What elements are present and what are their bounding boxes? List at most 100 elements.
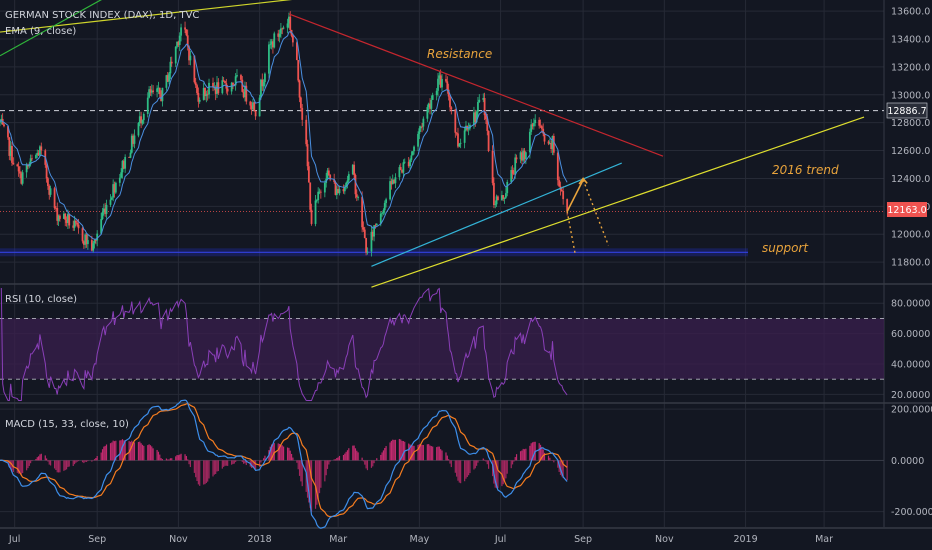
ema-series — [0, 30, 568, 240]
resistance-label: Resistance — [427, 47, 492, 61]
time-tick-label: May — [410, 534, 430, 545]
candle-body — [21, 172, 24, 184]
rsi-pane[interactable] — [0, 287, 884, 401]
candle-body — [36, 152, 39, 156]
candle-body — [194, 82, 197, 86]
time-tick-label: Nov — [655, 534, 674, 545]
candle-body — [118, 177, 121, 183]
last-price-text: 12163.0 — [887, 205, 926, 216]
candle-body — [342, 189, 345, 192]
candle-body — [224, 80, 226, 84]
candle-body — [383, 203, 386, 211]
candle-body — [268, 44, 270, 74]
candle-body — [530, 124, 533, 132]
candle-body — [156, 88, 158, 92]
candle-body — [491, 150, 494, 183]
candle-body — [129, 152, 132, 158]
candle-body — [113, 184, 116, 193]
candle-body — [547, 141, 550, 144]
candle-body — [102, 208, 105, 212]
candle-body — [438, 75, 441, 79]
candle-body — [287, 16, 290, 24]
ema-legend: EMA (9, close) — [5, 26, 76, 37]
candle-body — [105, 204, 108, 214]
candle-body — [357, 197, 360, 198]
candle-body — [262, 82, 265, 87]
candle-body — [512, 173, 515, 175]
candle-body — [93, 240, 96, 244]
candle-body — [121, 160, 124, 173]
candle-body — [413, 146, 415, 152]
candle-body — [454, 109, 457, 133]
candle-body — [475, 111, 478, 123]
candle-body — [522, 150, 525, 161]
support-label: support — [762, 241, 809, 255]
candle-body — [437, 78, 439, 91]
candle-body — [205, 93, 208, 97]
candle-body — [85, 234, 88, 245]
channel-line — [371, 162, 622, 267]
candle-body — [354, 175, 357, 195]
candle-body — [295, 42, 298, 61]
candle-body — [382, 210, 385, 213]
candle-body — [374, 225, 377, 227]
candle-body — [552, 135, 555, 153]
candle-body — [264, 73, 266, 83]
candle-body — [314, 200, 317, 224]
candle-body — [53, 188, 56, 208]
candle-body — [351, 164, 354, 175]
candle-body — [59, 215, 61, 219]
macd-pane[interactable] — [0, 399, 884, 529]
candle-body — [282, 27, 285, 29]
rsi-tick-label: 20.0000 — [891, 390, 930, 401]
candle-body — [11, 145, 13, 163]
candle-body — [323, 182, 326, 193]
time-tick-label: 2018 — [248, 534, 272, 545]
candle-body — [232, 82, 234, 85]
candle-body — [73, 220, 76, 228]
candle-body — [478, 99, 481, 103]
grid — [0, 0, 932, 529]
candle-body — [435, 90, 438, 96]
trendlines[interactable] — [0, 0, 865, 288]
candle-body — [319, 191, 322, 193]
candle-body — [140, 116, 143, 124]
candle-body — [64, 213, 67, 220]
candle-body — [486, 119, 489, 131]
candle-body — [196, 85, 198, 93]
candle-body — [189, 55, 192, 61]
macd-tick-label: 0.0000 — [891, 456, 924, 467]
candle-body — [502, 195, 505, 199]
price-tick-label: 12400.0 — [891, 174, 930, 185]
candle-body — [421, 126, 423, 128]
candle-body — [216, 82, 218, 94]
candle-body — [505, 193, 507, 198]
candle-body — [514, 157, 517, 175]
forecast-arrows — [566, 177, 610, 254]
chart-title: GERMAN STOCK INDEX (DAX), 1D, TVC — [5, 10, 199, 21]
upper-trend-line — [0, 0, 293, 33]
candle-body — [403, 161, 406, 163]
candle-body — [277, 33, 280, 37]
candle-body — [152, 90, 155, 92]
candle-body — [241, 79, 244, 92]
candle-body — [222, 80, 225, 82]
candle-body — [138, 116, 141, 124]
candle-body — [240, 75, 242, 80]
candle-body — [291, 35, 294, 43]
time-tick-label: Sep — [88, 534, 106, 545]
candle-body — [49, 188, 52, 195]
trend2016-label: 2016 trend — [772, 163, 839, 177]
candle-body — [29, 158, 32, 165]
time-tick-label: Jul — [8, 534, 20, 545]
candle-body — [84, 234, 87, 245]
price-pane[interactable] — [0, 0, 884, 288]
candle-body — [334, 181, 337, 195]
candle-body — [398, 167, 401, 178]
candle-body — [441, 79, 443, 88]
price-tick-label: 13400.0 — [891, 35, 930, 46]
candle-body — [45, 164, 48, 179]
candle-body — [558, 180, 561, 187]
candle-body — [523, 150, 526, 160]
